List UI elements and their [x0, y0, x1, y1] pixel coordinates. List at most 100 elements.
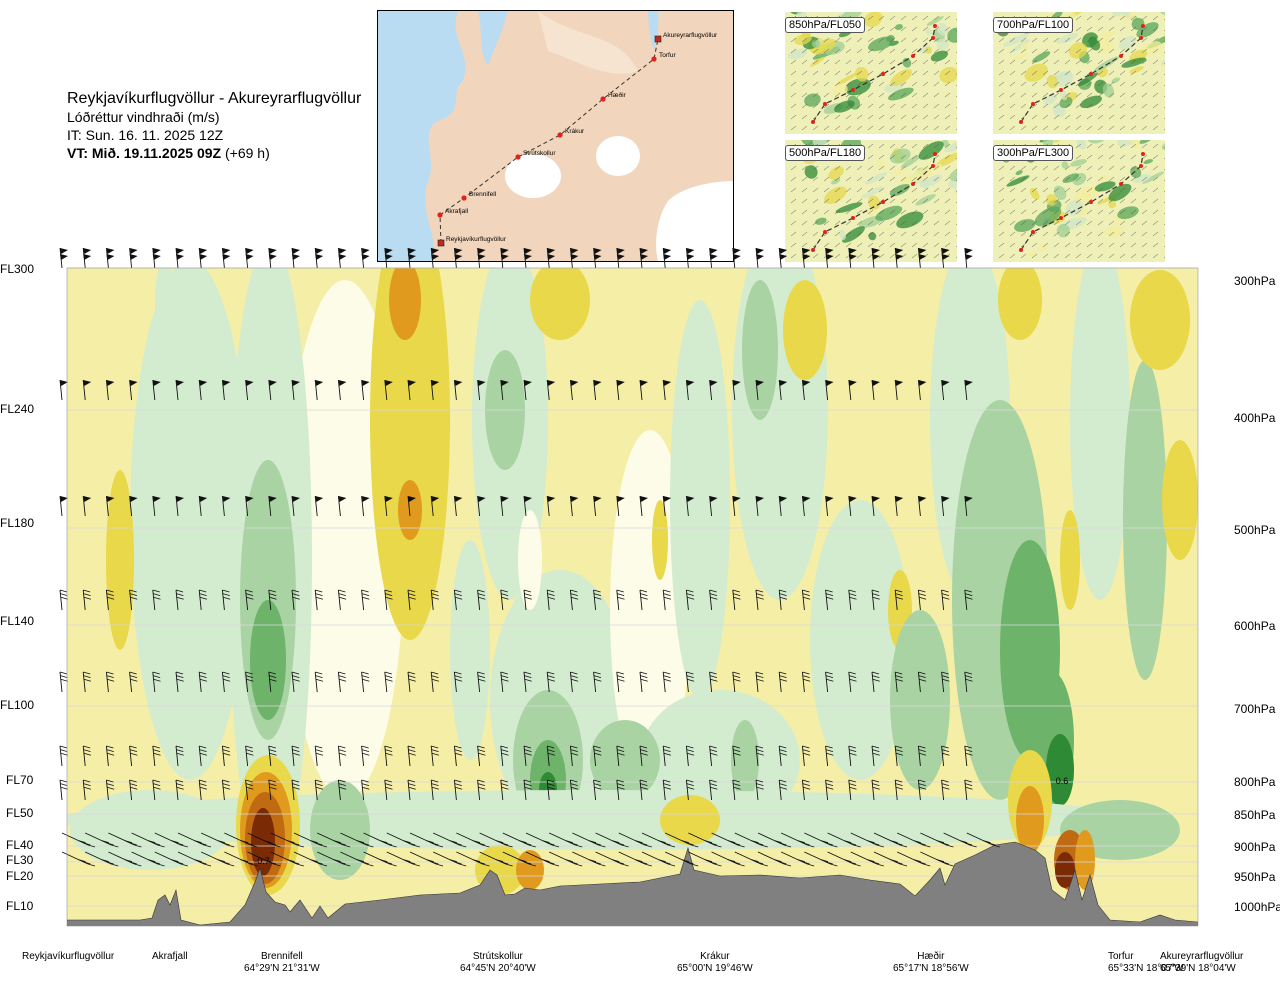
wind-barb: [268, 247, 277, 269]
wind-barb: [129, 495, 138, 517]
wind-barb: [268, 495, 277, 517]
contour-region: [70, 790, 230, 870]
wind-barb: [82, 379, 92, 401]
wind-barb: [848, 745, 857, 767]
wind-barb: [361, 495, 370, 517]
contour-region: [1130, 270, 1190, 370]
wind-barb: [549, 851, 583, 867]
wind-barb: [685, 745, 695, 767]
wind-barb: [82, 671, 92, 693]
wind-barb: [129, 379, 138, 401]
wind-barb: [662, 379, 672, 401]
contour-region: [1123, 360, 1167, 680]
wind-barb: [386, 851, 420, 867]
wind-barb: [523, 745, 532, 767]
contour-region: [370, 268, 450, 640]
wind-barb: [407, 379, 416, 401]
wind-barb: [502, 832, 536, 848]
location-label: Krákur 65°00'N 19°46'W: [677, 951, 753, 975]
wind-barb: [827, 851, 861, 867]
wind-barb: [500, 247, 509, 269]
wind-barb: [569, 495, 579, 517]
wind-barb: [477, 379, 486, 401]
thumbnail-700hpa[interactable]: 700hPa/FL100: [993, 12, 1165, 134]
contour-region: [516, 850, 544, 890]
wind-barb: [732, 745, 741, 767]
contour-region: [1162, 440, 1198, 560]
wind-barb: [154, 851, 188, 867]
wind-barb: [340, 832, 374, 848]
wind-barb: [546, 589, 556, 611]
wind-barb: [665, 851, 699, 867]
wind-barb: [662, 589, 672, 611]
contour-region: [530, 268, 590, 340]
wind-barb: [569, 379, 579, 401]
waypoint-label: Strútskollur: [523, 150, 556, 157]
wind-barb: [293, 851, 328, 867]
contour-region: [450, 540, 490, 760]
contour-region: [610, 430, 690, 790]
wind-barb: [662, 745, 672, 767]
wind-barb: [105, 379, 115, 401]
wind-barb: [662, 779, 672, 801]
wind-barb: [665, 832, 699, 848]
wind-barb: [964, 379, 973, 401]
wind-barb: [848, 379, 857, 401]
wind-barb: [175, 247, 184, 269]
wind-barb: [177, 851, 212, 867]
wind-barb: [917, 671, 927, 693]
thumbnail-label: 700hPa/FL100: [993, 17, 1074, 33]
wind-barb: [639, 779, 648, 801]
location-label: Akrafjall: [152, 951, 188, 963]
pressure-label: 850hPa: [1234, 808, 1276, 822]
wind-barb: [917, 495, 927, 517]
fl-label: FL140: [0, 614, 35, 628]
wind-barb: [131, 832, 165, 848]
thumbnail-300hpa[interactable]: 300hPa/FL300: [993, 140, 1165, 262]
contour-region: [389, 268, 421, 340]
wind-barb: [894, 589, 904, 611]
waypoint-marker: [557, 132, 563, 138]
location-name: Reykjavíkurflugvöllur: [22, 951, 115, 962]
thumbnail-label: 850hPa/FL050: [785, 17, 866, 33]
wind-barb: [105, 495, 115, 517]
wind-barb: [61, 832, 96, 848]
wind-barb: [593, 247, 602, 269]
wind-barb: [755, 247, 764, 269]
contour-region: [398, 480, 422, 540]
wind-barb: [917, 379, 927, 401]
wind-barb: [407, 745, 416, 767]
location-label: Akureyrarflugvöllur 65°39'N 18°04'W: [1160, 951, 1243, 975]
wind-barb: [757, 832, 792, 848]
wind-barb: [781, 851, 815, 867]
wind-barb: [59, 671, 68, 693]
wind-barb: [500, 379, 509, 401]
location-coord: 64°45'N 20°40'W: [460, 963, 536, 974]
waypoint-airport-marker: [654, 35, 662, 43]
wind-barb: [778, 779, 788, 801]
wind-barb: [453, 379, 463, 401]
wind-barb: [201, 851, 235, 867]
wind-barb: [618, 832, 652, 848]
wind-barb: [709, 589, 718, 611]
wind-barb: [873, 832, 908, 848]
wind-barb: [291, 589, 300, 611]
wind-barb: [525, 832, 560, 848]
thumbnail-500hpa[interactable]: 500hPa/FL180: [785, 140, 957, 262]
pressure-label: 900hPa: [1234, 840, 1276, 854]
contour-region: [890, 610, 950, 790]
wind-barb: [129, 247, 138, 269]
wind-barb: [546, 779, 556, 801]
wind-barb: [59, 379, 68, 401]
wind-barb: [453, 495, 463, 517]
waypoint-marker: [461, 195, 467, 201]
fl-label: FL10: [6, 899, 34, 913]
wind-barb: [920, 851, 954, 867]
location-name: Torfur: [1108, 951, 1134, 962]
contour-region: [998, 268, 1042, 340]
wind-barb: [409, 832, 444, 848]
wind-barb: [291, 379, 300, 401]
thumbnail-850hpa[interactable]: 850hPa/FL050: [785, 12, 957, 134]
wind-barb: [152, 247, 161, 269]
